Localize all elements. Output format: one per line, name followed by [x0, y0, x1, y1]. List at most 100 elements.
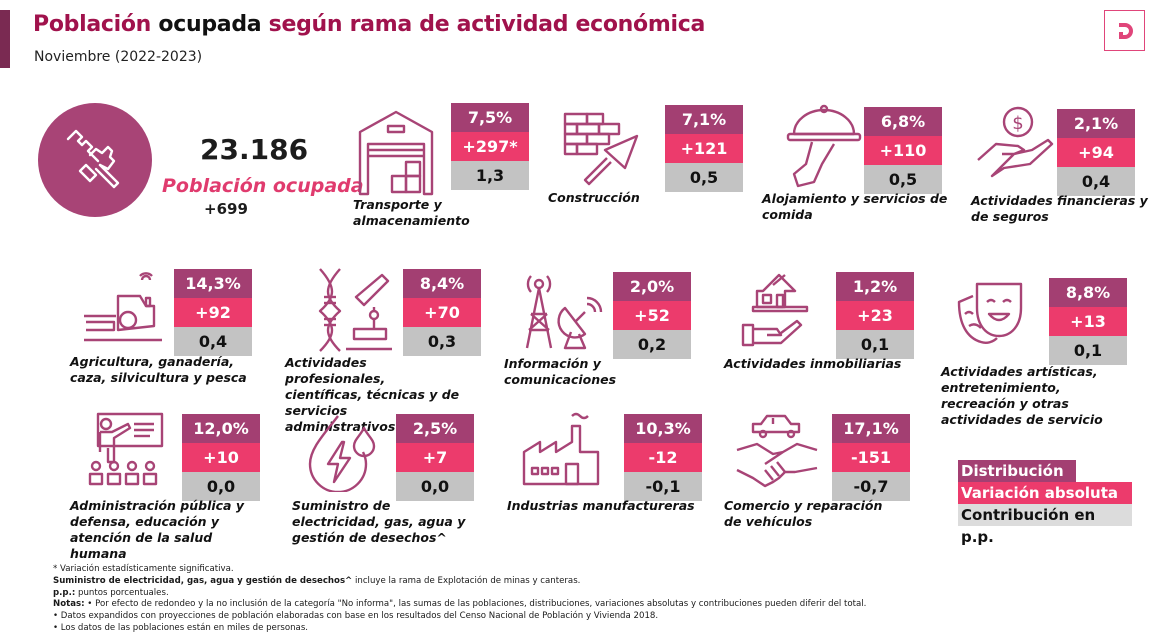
distribution-value: 8,8% — [1049, 278, 1127, 307]
variation-value: +297* — [451, 132, 529, 161]
theater-masks-icon — [955, 280, 1025, 354]
note-pp: p.p.: puntos porcentuales. — [53, 588, 866, 600]
stat-box-agricultura: 14,3% +92 0,4 — [174, 269, 252, 356]
distribution-value: 7,5% — [451, 103, 529, 132]
title-accent-bar — [0, 10, 10, 68]
total-employed-label: Población ocupada — [162, 175, 364, 197]
distribution-value: 7,1% — [665, 105, 743, 134]
stat-box-manufactureras: 10,3% -12 -0,1 — [624, 414, 702, 501]
sector-label-manufactureras: Industrias manufactureras — [507, 498, 695, 513]
note-census: • Datos expandidos con proyecciones de p… — [53, 611, 659, 622]
distribution-value: 10,3% — [624, 414, 702, 443]
note-pp-text: puntos porcentuales. — [75, 587, 169, 598]
d-logo-icon — [1104, 10, 1145, 51]
distribution-value: 8,4% — [403, 269, 481, 298]
stat-box-artisticas: 8,8% +13 0,1 — [1049, 278, 1127, 365]
variation-value: +121 — [665, 134, 743, 163]
contribution-value: -0,7 — [832, 472, 910, 501]
page-subtitle: Noviembre (2022-2023) — [34, 49, 203, 65]
title-part-3: según rama de actividad económica — [261, 12, 706, 37]
note-significance: * Variación estadísticamente significati… — [53, 564, 234, 574]
note-notes-term: Notas: — [53, 599, 85, 610]
stat-box-transporte: 7,5% +297* 1,3 — [451, 103, 529, 190]
tractor-icon — [82, 270, 164, 350]
note-rounding-text: • Por efecto de redondeo y la no inclusi… — [84, 599, 867, 610]
car-handshake-icon — [735, 414, 819, 494]
classroom-icon — [88, 412, 164, 492]
footnotes: * Variación estadísticamente significati… — [53, 564, 866, 635]
stat-box-informacion: 2,0% +52 0,2 — [613, 272, 691, 359]
distribution-value: 2,5% — [396, 414, 474, 443]
note-units: • Los datos de las poblaciones están en … — [53, 622, 309, 633]
sector-label-artisticas: Actividades artísticas, entretenimiento,… — [941, 364, 1103, 427]
contribution-value: 0,5 — [665, 163, 743, 192]
variation-value: +94 — [1057, 138, 1135, 167]
sector-label-administracion: Administración pública y defensa, educac… — [70, 498, 244, 561]
distribution-value: 12,0% — [182, 414, 260, 443]
antenna-icon — [521, 270, 605, 354]
sector-label-suministro: Suministro de electricidad, gas, agua y … — [292, 498, 466, 545]
sector-label-inmobiliarias: Actividades inmobiliarias — [724, 356, 902, 371]
contribution-value: 0,1 — [836, 330, 914, 359]
cloche-icon — [786, 104, 862, 194]
variation-value: +70 — [403, 298, 481, 327]
variation-value: +23 — [836, 301, 914, 330]
contribution-value: 0,4 — [1057, 167, 1135, 196]
sector-label-transporte: Transporte y almacenamiento — [353, 197, 470, 228]
contribution-value: 0,2 — [613, 330, 691, 359]
title-part-2: ocupada — [151, 12, 262, 37]
legend-contribution: Contribución en p.p. — [958, 504, 1132, 546]
hand-wrench-icon — [38, 103, 152, 217]
variation-value: +110 — [864, 136, 942, 165]
factory-icon — [522, 412, 602, 492]
contribution-value: 0,4 — [174, 327, 252, 356]
stat-box-construccion: 7,1% +121 0,5 — [665, 105, 743, 192]
dna-microscope-icon — [316, 267, 394, 357]
distribution-value: 14,3% — [174, 269, 252, 298]
note-suministro-term: Suministro de electricidad, gas, agua y … — [53, 575, 353, 586]
drop-bolt-icon — [306, 412, 376, 496]
contribution-value: 1,3 — [451, 161, 529, 190]
stat-box-inmobiliarias: 1,2% +23 0,1 — [836, 272, 914, 359]
distribution-value: 6,8% — [864, 107, 942, 136]
note-suministro-text: incluye la rama de Explotación de minas … — [352, 575, 581, 586]
sector-label-construccion: Construcción — [548, 190, 640, 205]
brick-trowel-icon — [563, 112, 643, 192]
variation-value: +10 — [182, 443, 260, 472]
variation-value: +92 — [174, 298, 252, 327]
contribution-value: 0,5 — [864, 165, 942, 194]
page-title: Población ocupada según rama de activida… — [33, 12, 705, 37]
variation-value: +52 — [613, 301, 691, 330]
stat-box-profesionales: 8,4% +70 0,3 — [403, 269, 481, 356]
stat-box-comercio: 17,1% -151 -0,7 — [832, 414, 910, 501]
contribution-value: 0,0 — [182, 472, 260, 501]
stat-box-administracion: 12,0% +10 0,0 — [182, 414, 260, 501]
sector-label-comercio: Comercio y reparación de vehículos — [724, 498, 883, 529]
contribution-value: -0,1 — [624, 472, 702, 501]
stat-box-suministro: 2,5% +7 0,0 — [396, 414, 474, 501]
stat-box-financieras: 2,1% +94 0,4 — [1057, 109, 1135, 196]
hand-coin-icon: $ — [974, 104, 1054, 184]
legend: Distribución Variación absoluta Contribu… — [958, 460, 1132, 546]
note-rounding: Notas: • Por efecto de redondeo y la no … — [53, 599, 866, 611]
svg-text:$: $ — [1012, 113, 1023, 134]
stat-box-alojamiento: 6,8% +110 0,5 — [864, 107, 942, 194]
hand-house-icon — [741, 273, 811, 353]
variation-value: -151 — [832, 443, 910, 472]
distribution-value: 17,1% — [832, 414, 910, 443]
distribution-value: 2,1% — [1057, 109, 1135, 138]
sector-label-profesionales: Actividades profesionales, científicas, … — [285, 355, 460, 434]
contribution-value: 0,1 — [1049, 336, 1127, 365]
variation-value: -12 — [624, 443, 702, 472]
distribution-value: 2,0% — [613, 272, 691, 301]
legend-absolute-variation: Variación absoluta — [958, 482, 1132, 504]
sector-label-agricultura: Agricultura, ganadería, caza, silvicultu… — [70, 354, 247, 385]
warehouse-icon — [356, 110, 436, 200]
note-pp-term: p.p.: — [53, 587, 76, 598]
note-suministro: Suministro de electricidad, gas, agua y … — [53, 576, 866, 588]
total-employed-value: 23.186 — [200, 133, 309, 166]
legend-distribution: Distribución — [958, 460, 1076, 482]
sector-label-financieras: Actividades financieras y de seguros — [971, 193, 1148, 224]
contribution-value: 0,0 — [396, 472, 474, 501]
distribution-value: 1,2% — [836, 272, 914, 301]
